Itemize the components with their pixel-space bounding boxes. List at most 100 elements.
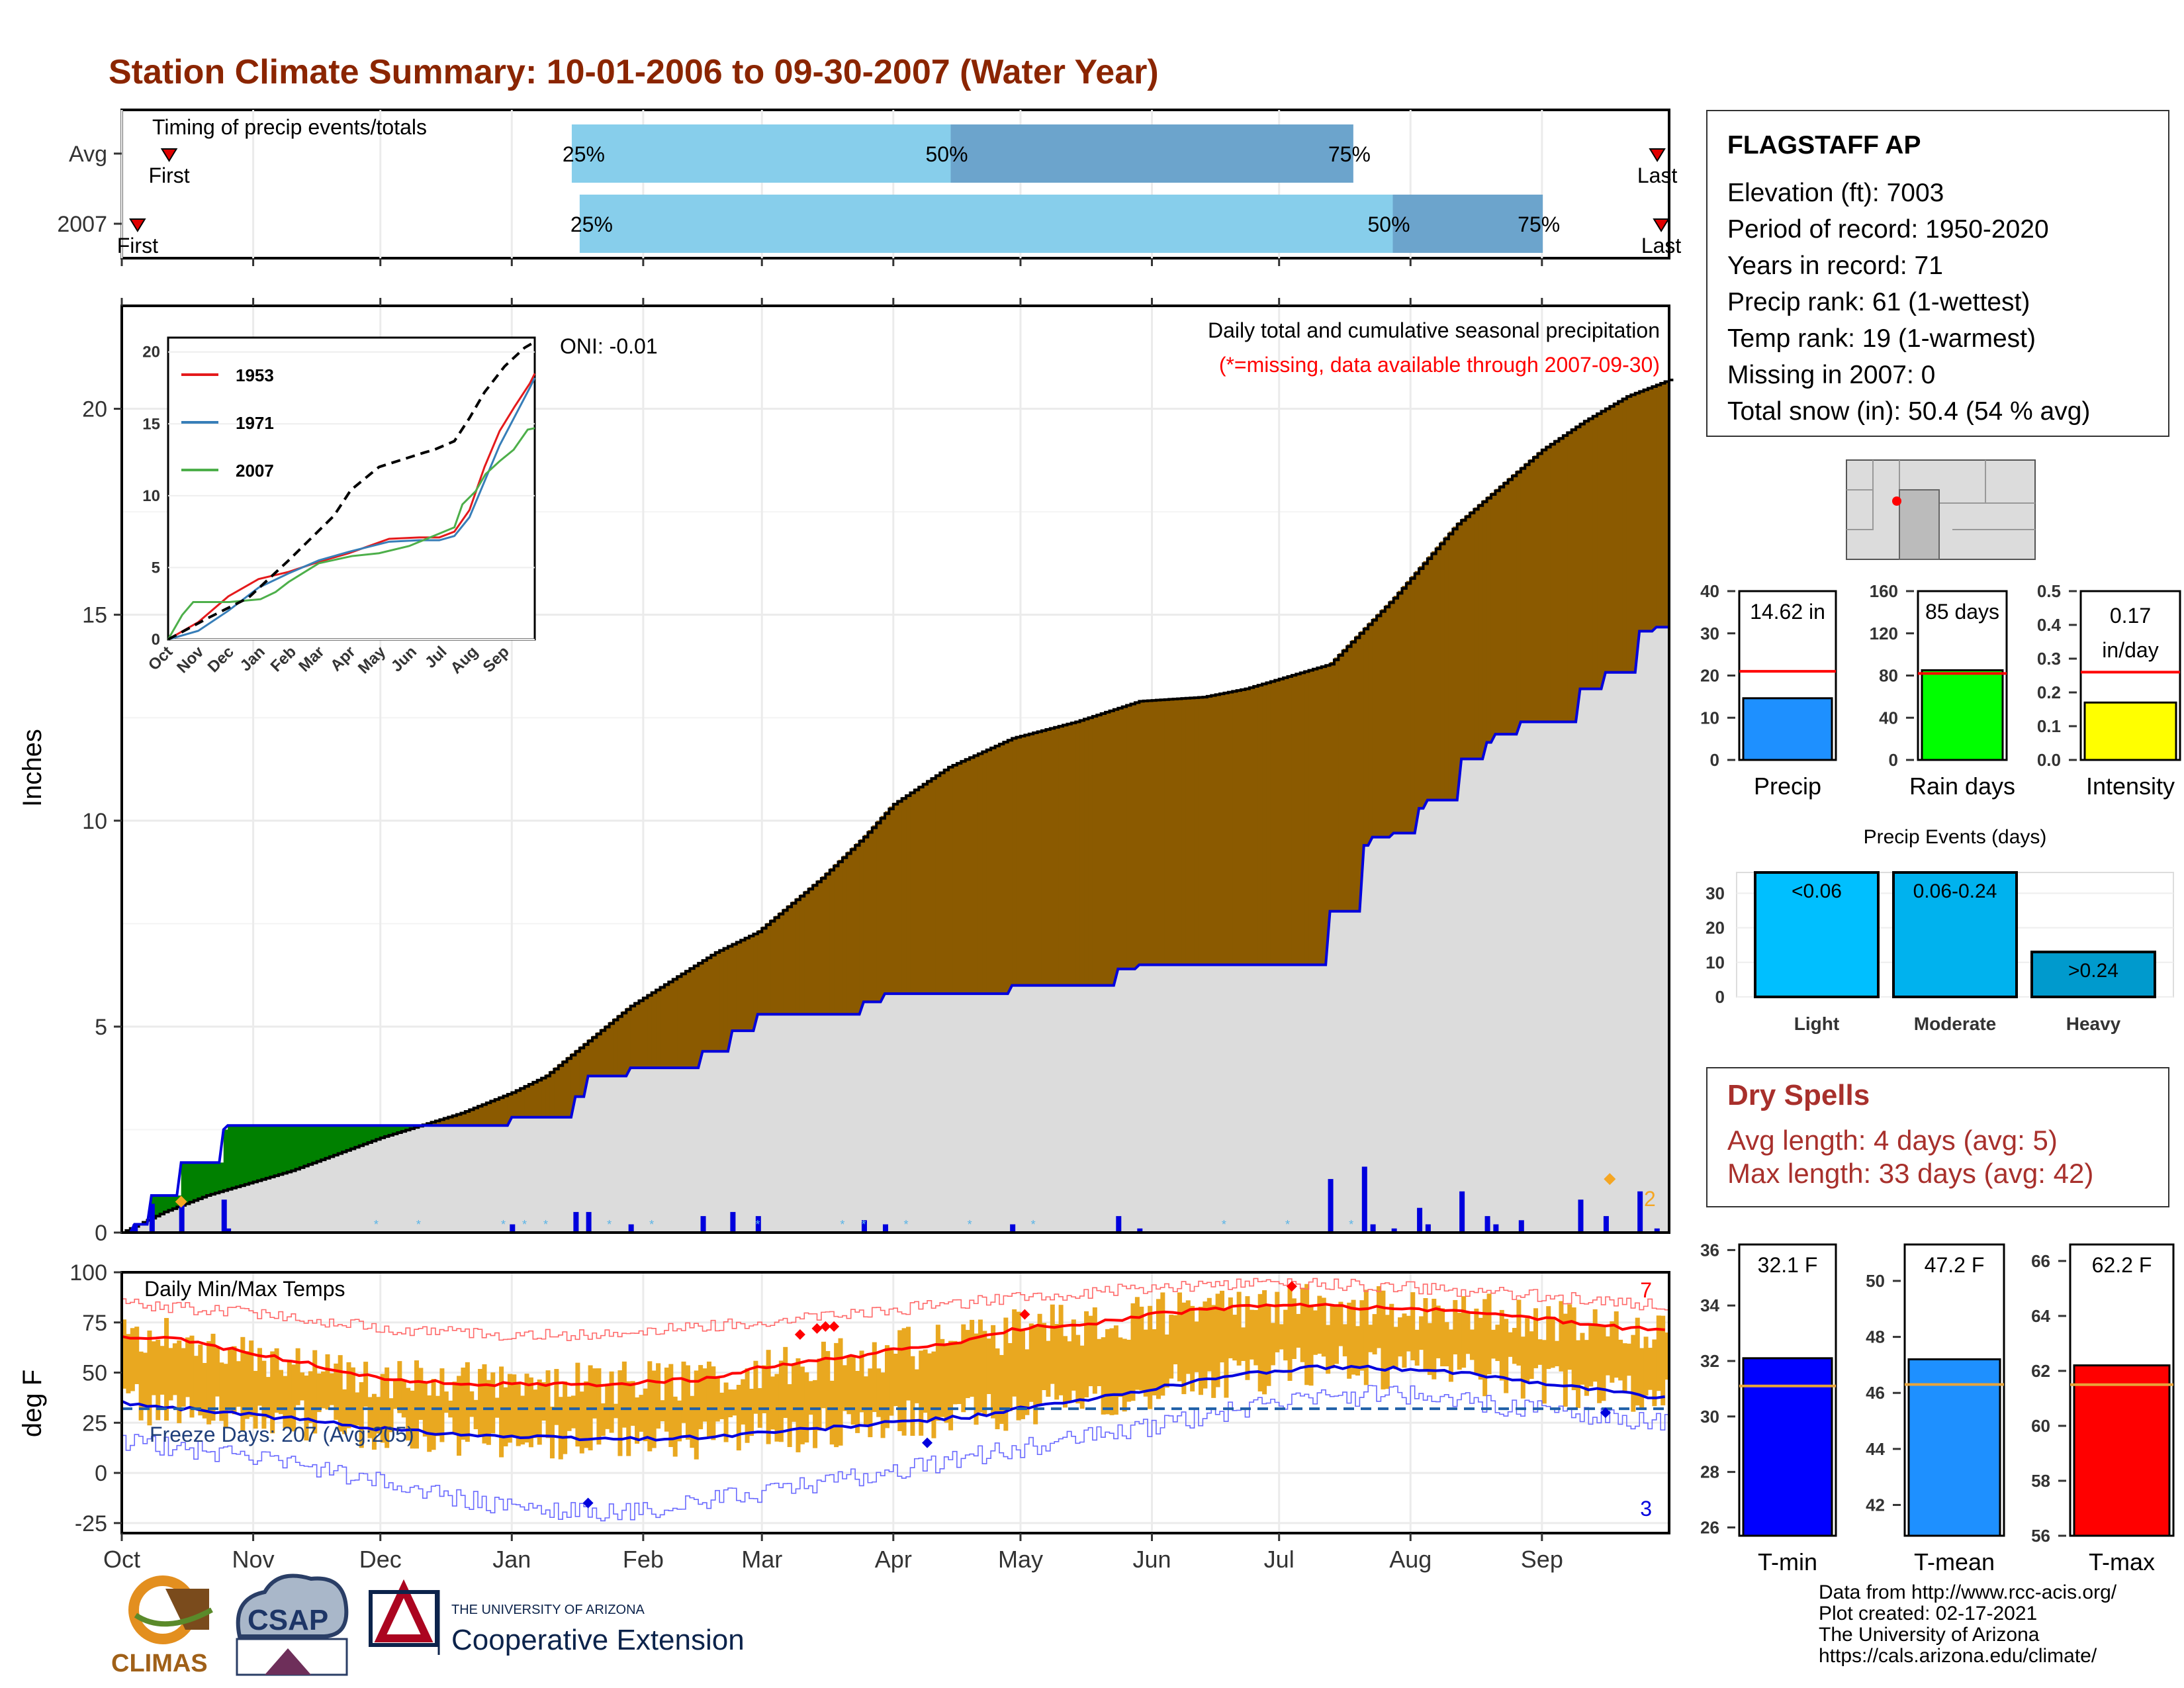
temp-daily-range-bar	[325, 1354, 330, 1410]
precip-departure-area	[1071, 722, 1076, 986]
temp-daily-range-bar	[1541, 1340, 1547, 1404]
temp-daily-range-bar	[817, 1358, 822, 1431]
precip-departure-area	[672, 978, 678, 1068]
precip-departure-area	[300, 1125, 305, 1167]
precip-y-tick-label: 10	[82, 809, 107, 834]
temp-daily-range-bar	[1211, 1305, 1216, 1398]
precip-departure-area	[236, 1125, 241, 1186]
temp-daily-range-bar	[177, 1340, 182, 1423]
temp-y-tick-label: -25	[75, 1511, 107, 1536]
dry-spells-max: Max length: 33 days (avg: 42)	[1727, 1158, 2094, 1189]
temp-daily-range-bar	[927, 1353, 933, 1422]
precip-departure-area	[1126, 704, 1132, 969]
temp-daily-range-bar	[948, 1340, 954, 1430]
precip-departure-area	[799, 894, 805, 1015]
precip-departure-area	[677, 975, 682, 1068]
precip-departure-area	[1266, 682, 1271, 965]
temp-y-tick-label: 25	[82, 1411, 107, 1436]
temp-daily-range-bar	[503, 1387, 508, 1446]
precip-departure-area	[1173, 698, 1178, 965]
station-precip-rank: Precip rank: 61 (1-wettest)	[1727, 288, 2030, 316]
temp-daily-range-bar	[1342, 1324, 1347, 1356]
temp-record-low-marker	[922, 1437, 933, 1448]
temp-daily-range-bar	[151, 1341, 156, 1395]
temp-daily-range-bar	[1134, 1297, 1140, 1390]
t-mean-y-tick-label: 48	[1866, 1327, 1885, 1347]
temp-daily-range-bar	[579, 1391, 584, 1454]
precip-departure-area	[1414, 571, 1420, 833]
temp-daily-range-bar	[1406, 1315, 1411, 1352]
temp-daily-range-bar	[1478, 1317, 1483, 1380]
precip-departure-area	[1143, 700, 1148, 965]
temp-daily-range-bar	[1664, 1332, 1670, 1380]
timing-q75-label: 75%	[1328, 142, 1371, 166]
precip-departure-area	[503, 1095, 508, 1126]
precip-departure-area	[1444, 536, 1449, 800]
precip-departure-area	[1605, 407, 1610, 673]
temp-daily-range-bar	[1007, 1342, 1013, 1411]
temp-daily-range-bar	[1143, 1329, 1148, 1397]
precip-departure-area	[1647, 387, 1653, 632]
timing-q25-label: 25%	[570, 212, 613, 236]
temp-average-max-line	[121, 1302, 1665, 1387]
temp-daily-range-bar	[706, 1361, 711, 1439]
temp-daily-range-bar	[367, 1397, 373, 1438]
temp-daily-range-bar	[1050, 1304, 1055, 1384]
precip-departure-area	[528, 1083, 533, 1117]
precip-departure-area	[995, 745, 1000, 994]
events-bar-heavy	[2030, 951, 2156, 998]
temp-daily-range-bar	[1546, 1306, 1551, 1370]
temp-daily-range-bar	[1486, 1293, 1492, 1375]
precip-departure-area	[919, 785, 924, 994]
temp-daily-range-bar	[974, 1333, 979, 1425]
temp-daily-range-bar	[486, 1380, 491, 1445]
temp-daily-range-bar	[541, 1382, 547, 1421]
t-min-category-label: T-min	[1758, 1548, 1817, 1575]
precip-base-area	[122, 627, 1669, 1233]
timing-first-marker	[160, 148, 178, 162]
precip-departure-area	[507, 1093, 512, 1126]
precip-departure-area	[520, 1087, 525, 1117]
precip-departure-area	[1618, 400, 1623, 673]
precip-departure-area	[189, 1162, 195, 1201]
precip-departure-area	[1435, 546, 1441, 800]
month-label: Aug	[1389, 1546, 1432, 1573]
precip-total-y-tick-label: 0	[1710, 750, 1719, 770]
temp-daily-range-bar	[1377, 1286, 1382, 1348]
temp-daily-range-bar	[1347, 1302, 1352, 1379]
temp-daily-range-bar	[1169, 1315, 1174, 1379]
temp-y-tick-label: 50	[82, 1361, 107, 1386]
precip-departure-area	[863, 835, 868, 1002]
precip-departure-area	[1559, 437, 1564, 722]
temp-daily-range-bar	[647, 1361, 653, 1452]
precip-departure-area	[1381, 609, 1386, 837]
precip-y-tick-label: 0	[95, 1221, 107, 1246]
temp-daily-range-bar	[427, 1395, 432, 1452]
temp-daily-range-bar	[1312, 1310, 1318, 1355]
temp-daily-range-bar	[651, 1370, 657, 1448]
temp-daily-range-bar	[287, 1362, 292, 1428]
precip-departure-area	[1228, 692, 1233, 965]
temp-daily-range-bar	[1338, 1301, 1343, 1346]
temp-daily-range-bar	[549, 1406, 555, 1459]
precip-departure-area	[872, 825, 877, 1002]
events-y-tick-label: 30	[1706, 883, 1725, 903]
precip-departure-area	[1326, 665, 1331, 965]
temp-daily-range-bar	[715, 1376, 720, 1422]
precip-departure-area	[1359, 631, 1365, 912]
temp-daily-range-bar	[799, 1366, 805, 1444]
temp-daily-range-bar	[1194, 1321, 1199, 1372]
precip-departure-area	[397, 1125, 402, 1133]
precip-departure-area	[876, 820, 882, 1002]
temp-daily-range-bar	[1584, 1340, 1589, 1396]
temp-daily-range-bar	[796, 1358, 801, 1452]
precip-departure-area	[232, 1125, 237, 1188]
precip-departure-area	[732, 943, 737, 1031]
temp-daily-range-bar	[168, 1348, 173, 1401]
temp-daily-range-bar	[681, 1361, 686, 1423]
precip-snow-marker: *	[861, 1218, 866, 1231]
precip-departure-area	[168, 1196, 173, 1210]
temp-daily-range-bar	[1232, 1315, 1238, 1361]
precip-departure-area	[524, 1085, 529, 1117]
